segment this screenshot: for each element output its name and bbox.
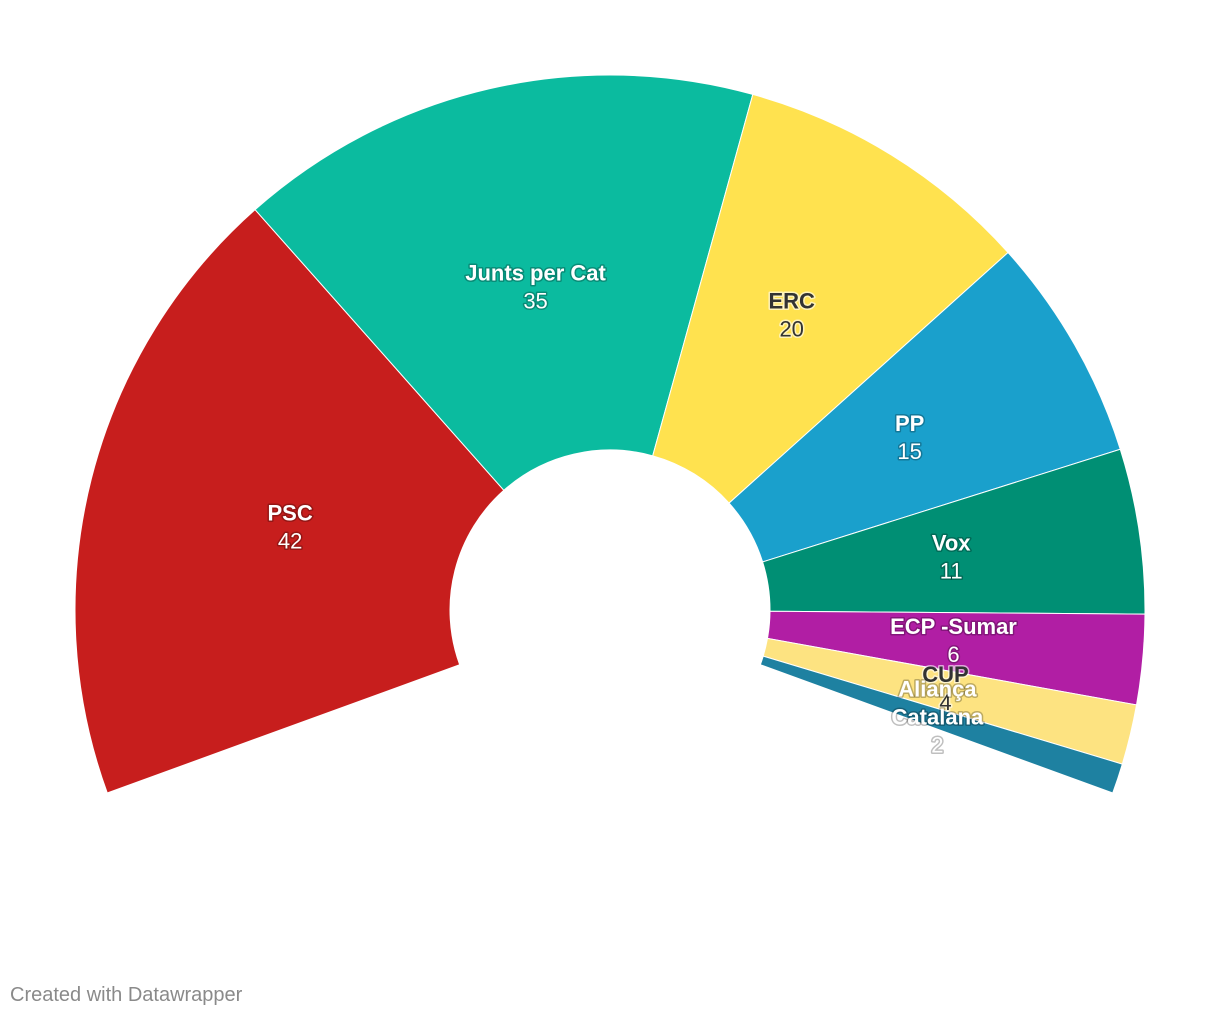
party-name-label: Junts per Cat — [465, 260, 606, 285]
seat-count-label: 6 — [947, 642, 959, 667]
seat-count-label: 4 — [939, 690, 951, 715]
label-erc: ERC 20 — [767, 287, 817, 343]
label-pp: PP 15 — [893, 409, 925, 465]
party-name-label: PP — [895, 411, 924, 436]
seat-count-label: 15 — [897, 439, 921, 464]
seat-count-label: 20 — [779, 317, 803, 342]
seat-count-label: 42 — [278, 529, 302, 554]
segments-group — [74, 74, 1146, 794]
slice-psc[interactable] — [74, 208, 505, 794]
party-name-label: CUP — [922, 662, 968, 687]
party-name-label: ECP -Sumar — [890, 614, 1017, 639]
seat-count-label: 35 — [523, 288, 547, 313]
chart-area: PSC 42 Junts per Cat 35 ERC 20 PP 15 Vox 11 ECP -S… — [74, 74, 1146, 794]
slice-junts-per-cat[interactable] — [254, 74, 754, 491]
party-name-label: PSC — [267, 501, 312, 526]
datawrapper-credit[interactable]: Created with Datawrapper — [10, 984, 243, 1006]
label-ecp-sumar: ECP -Sumar 6 — [889, 612, 1019, 668]
slice-erc[interactable] — [652, 93, 1009, 504]
party-name-label: Aliança — [898, 677, 977, 702]
party-name-label: ERC — [768, 289, 815, 314]
label-vox: Vox 11 — [930, 529, 972, 585]
slice-pp[interactable] — [728, 251, 1121, 563]
party-name-label: Catalana — [892, 705, 984, 730]
label-cup: CUP 4 — [921, 661, 970, 717]
slice-alianca-catalana[interactable] — [759, 655, 1123, 794]
label-psc: PSC 42 — [266, 499, 314, 555]
party-name-label: Vox — [932, 531, 971, 556]
seat-count-label: 11 — [940, 559, 963, 584]
label-alianca-catalana: Aliança Catalana 2 — [890, 675, 985, 759]
label-junts-per-cat: Junts per Cat 35 — [464, 259, 608, 315]
seat-count-label: 2 — [931, 733, 943, 758]
